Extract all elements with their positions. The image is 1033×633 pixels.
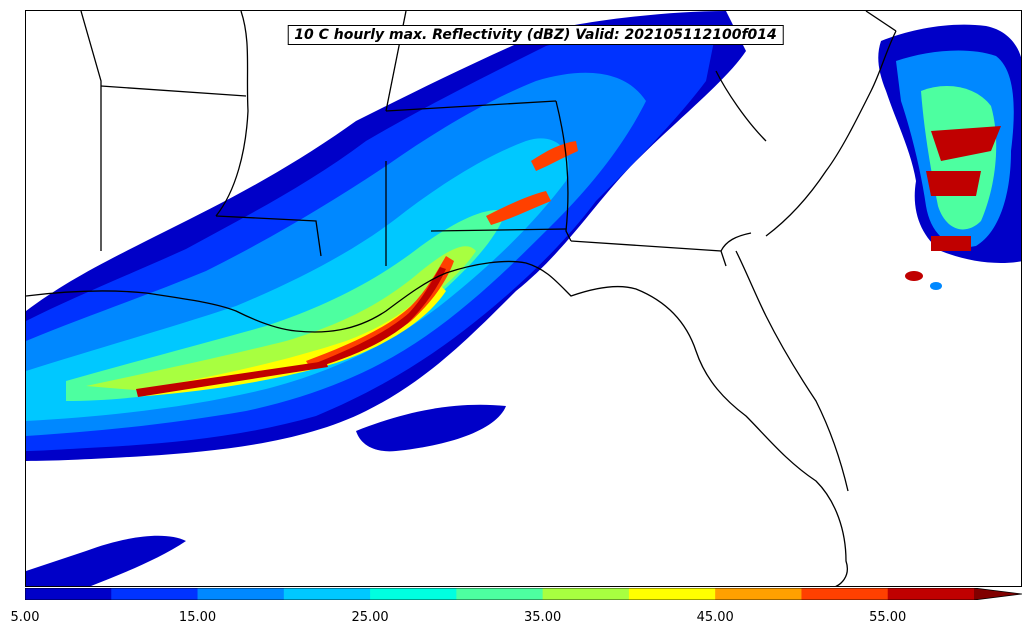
colorbar	[25, 588, 1022, 600]
colorbar-extend-arrow	[974, 588, 1022, 600]
colorbar-segment	[25, 588, 112, 600]
colorbar-segment	[197, 588, 285, 600]
colorbar-segment	[801, 588, 889, 600]
colorbar-tick-label: 5.00	[10, 610, 40, 625]
colorbar-segment	[628, 588, 716, 600]
colorbar-tick-label: 55.00	[869, 610, 907, 625]
colorbar-outline	[25, 588, 1022, 600]
colorbar-segment	[887, 588, 975, 600]
colorbar-tick-label: 35.00	[524, 610, 562, 625]
colorbar-segment	[370, 588, 457, 600]
colorbar-segment	[456, 588, 544, 600]
colorbar-segment	[715, 588, 802, 600]
colorbar-segment	[111, 588, 199, 600]
map-title: 10 C hourly max. Reflectivity (dBZ) Vali…	[287, 25, 784, 45]
colorbar-tick-label: 45.00	[696, 610, 734, 625]
reflectivity-field	[26, 11, 1021, 586]
boundaries	[26, 11, 897, 586]
colorbar-tick-label: 25.00	[351, 610, 389, 625]
colorbar-tick-label: 15.00	[178, 610, 217, 625]
map-panel: 10 C hourly max. Reflectivity (dBZ) Vali…	[25, 10, 1022, 587]
reflectivity-map	[26, 11, 1021, 586]
colorbar-segment	[542, 588, 630, 600]
colorbar-segment	[283, 588, 371, 600]
